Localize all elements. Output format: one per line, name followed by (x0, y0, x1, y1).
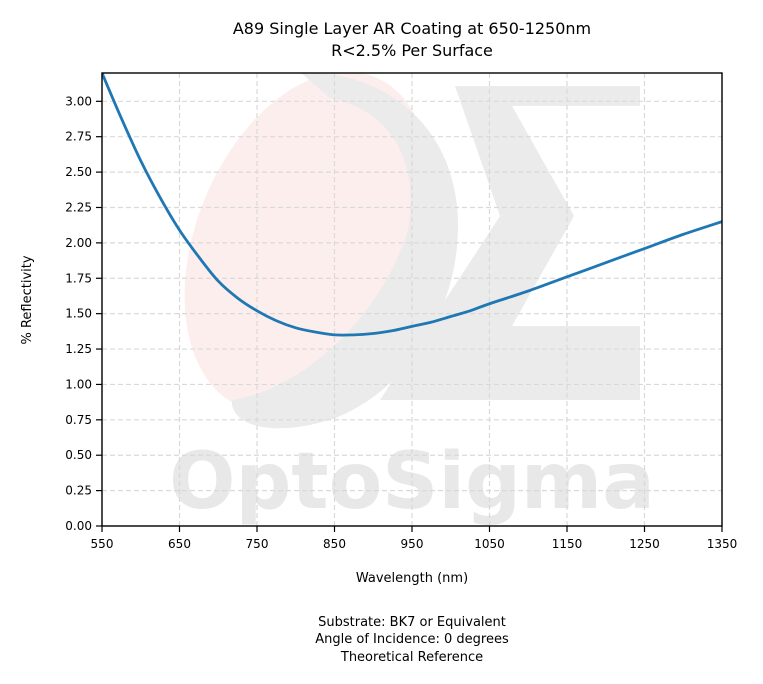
chart-title-line-1: A89 Single Layer AR Coating at 650-1250n… (233, 19, 591, 38)
y-tick-label: 1.75 (65, 271, 92, 285)
x-tick-label: 1150 (552, 537, 583, 551)
chart-title-line-2: R<2.5% Per Surface (331, 41, 493, 60)
x-tick-label: 550 (91, 537, 114, 551)
y-tick-label: 2.25 (65, 200, 92, 214)
x-tick-label: 1250 (629, 537, 660, 551)
y-axis: 0.00 0.25 0.50 0.75 1.00 1.25 1.50 1.75 2.00 2.25… (65, 94, 102, 533)
footer-reference: Theoretical Reference (340, 650, 483, 665)
y-tick-label: 2.50 (65, 165, 92, 179)
y-tick-label: 0.00 (65, 519, 92, 533)
y-tick-label: 1.25 (65, 342, 92, 356)
y-tick-label: 0.50 (65, 448, 92, 462)
footer-substrate: Substrate: BK7 or Equivalent (318, 615, 506, 630)
series-line-0 (102, 73, 722, 337)
watermark-omega-logo (231, 73, 459, 429)
x-tick-label: 750 (246, 537, 269, 551)
x-axis-label: Wavelength (nm) (356, 571, 468, 586)
y-tick-label: 2.75 (65, 130, 92, 144)
x-tick-label: 1050 (474, 537, 505, 551)
x-tick-label: 850 (323, 537, 346, 551)
x-axis: 550 650 750 850 950 1050 1150 1250 1350 (91, 526, 738, 551)
footer-angle: Angle of Incidence: 0 degrees (315, 632, 509, 647)
y-tick-label: 1.00 (65, 377, 92, 391)
y-tick-label: 1.50 (65, 307, 92, 321)
y-axis-label: % Reflectivity (20, 255, 35, 344)
y-tick-label: 0.75 (65, 413, 92, 427)
y-tick-label: 0.25 (65, 484, 92, 498)
watermark: OptoSigma (169, 73, 655, 526)
x-tick-label: 650 (168, 537, 191, 551)
y-tick-label: 3.00 (65, 94, 92, 108)
x-tick-label: 1350 (707, 537, 738, 551)
x-tick-label: 950 (401, 537, 424, 551)
series-layer (102, 73, 722, 337)
y-tick-label: 2.00 (65, 236, 92, 250)
